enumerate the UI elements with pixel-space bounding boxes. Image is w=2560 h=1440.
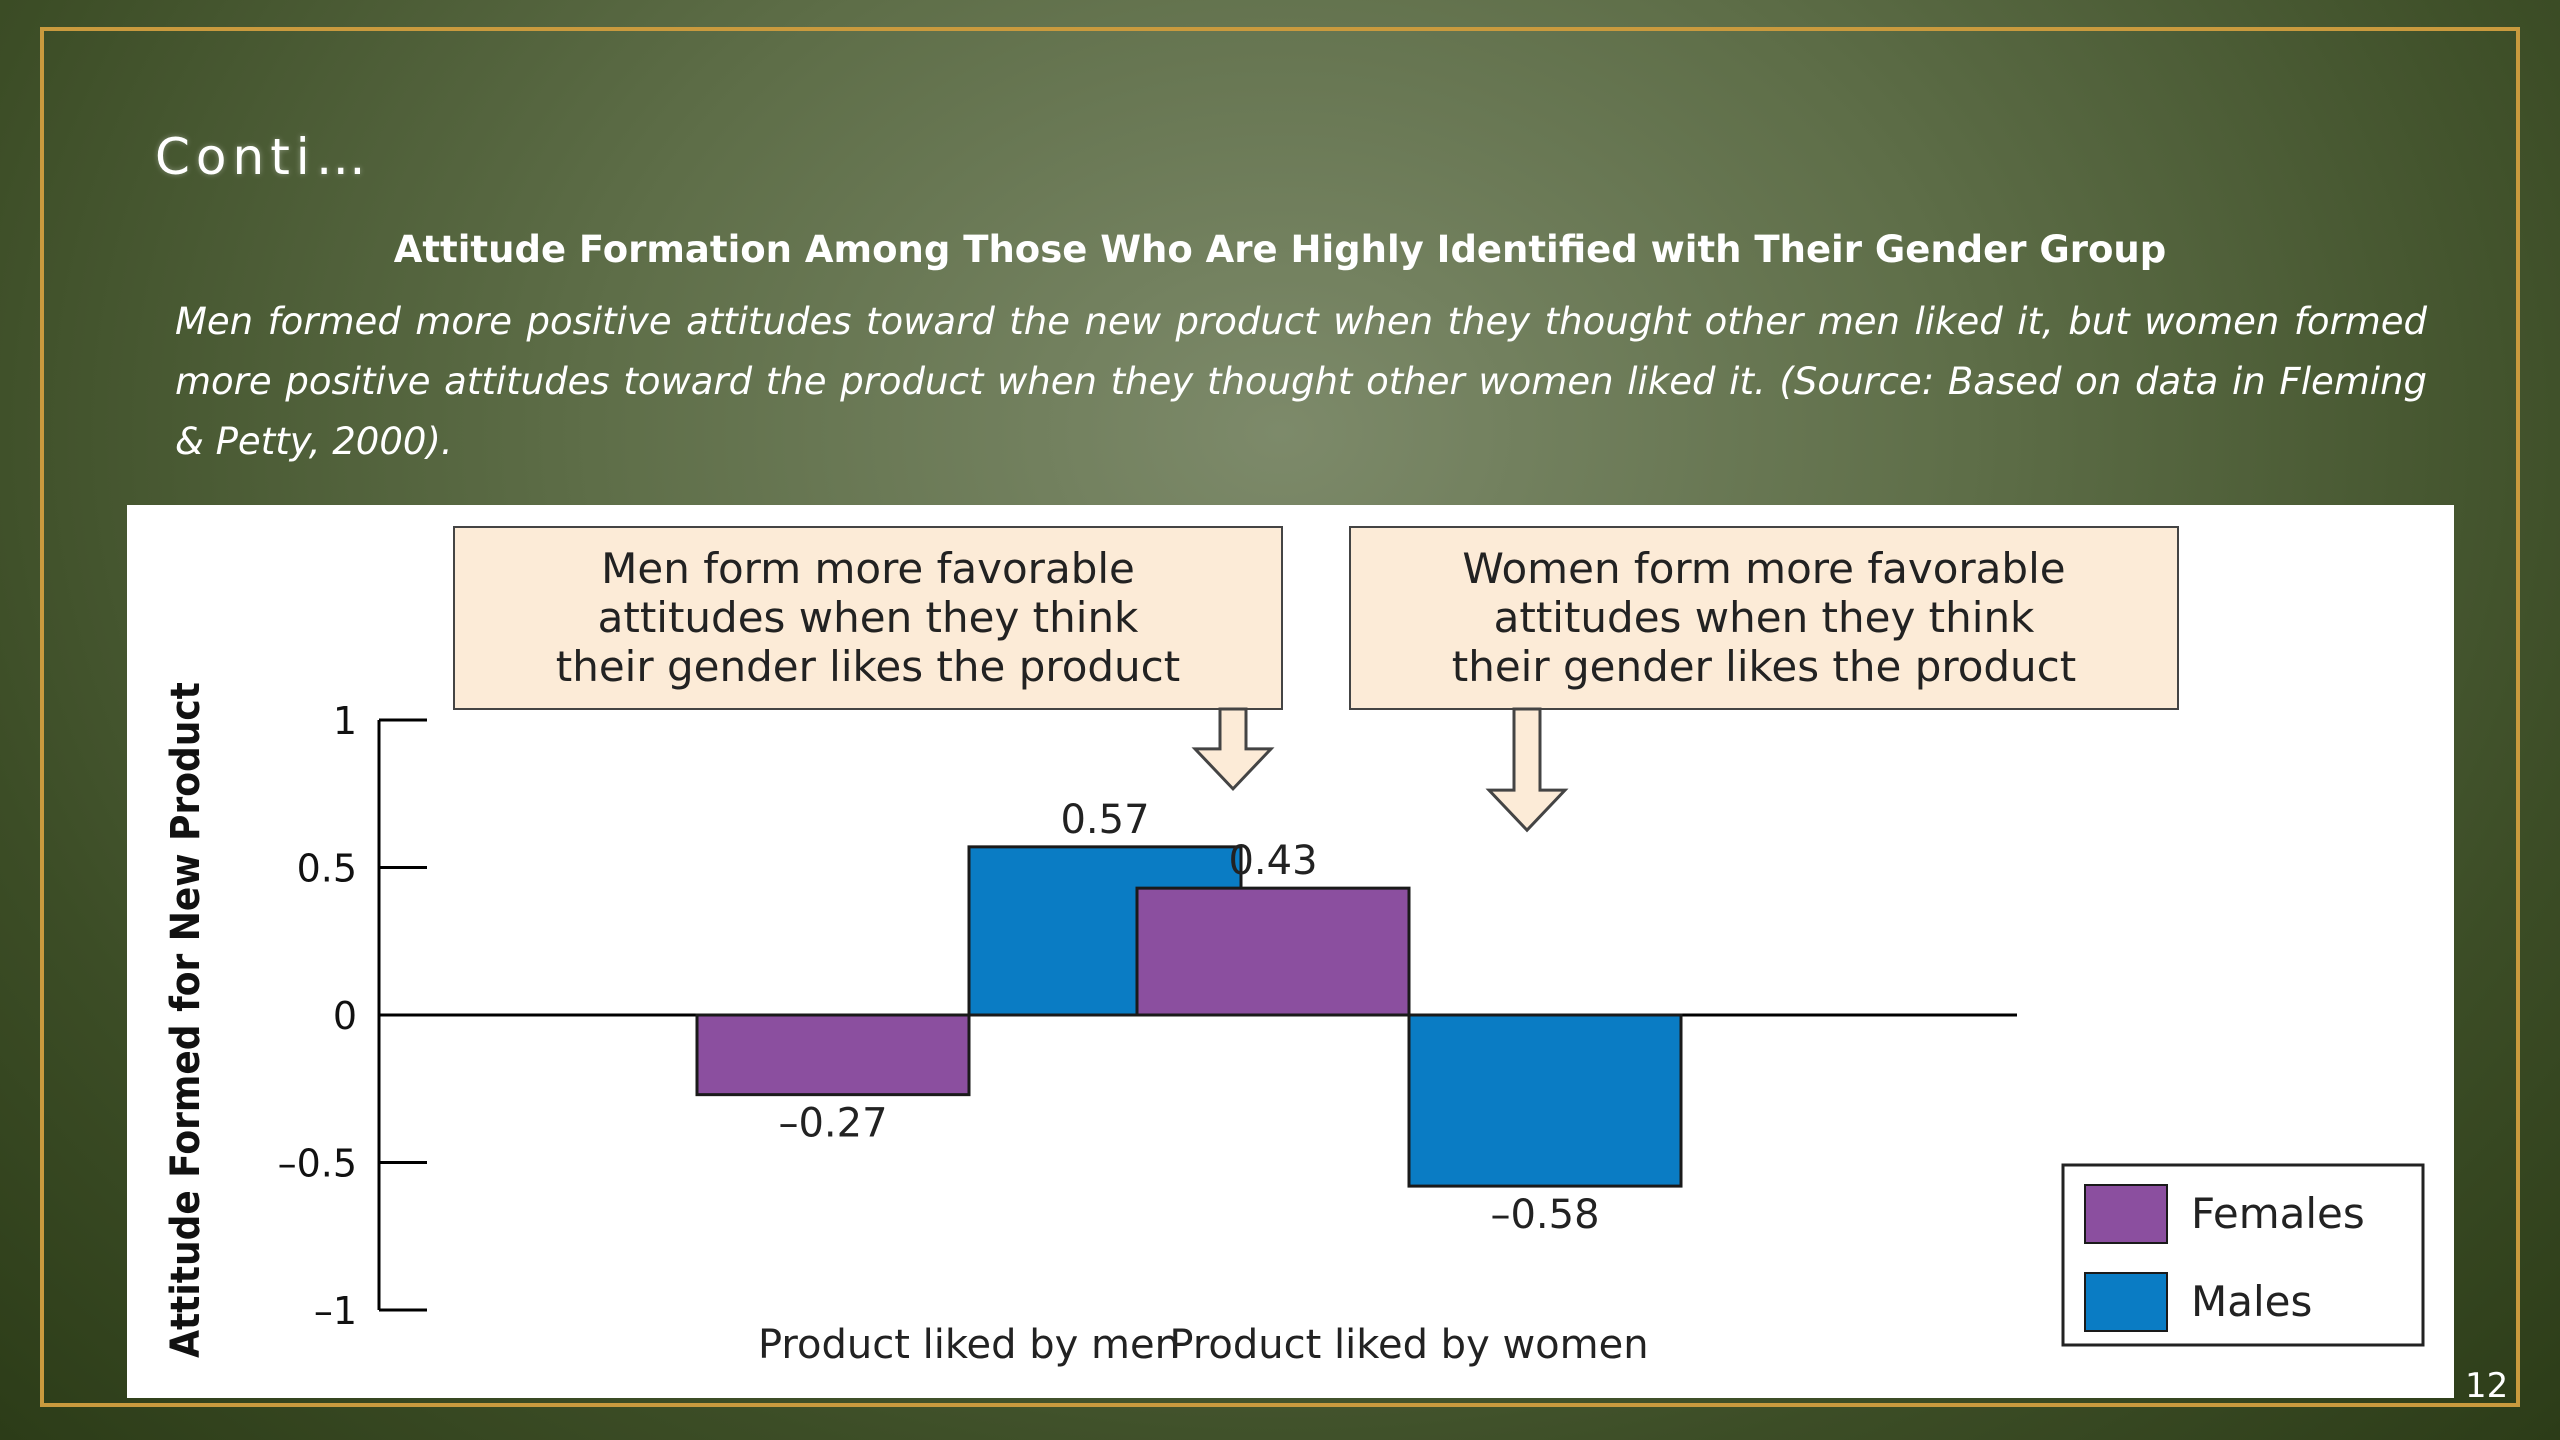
x-category-label: Product liked by women <box>1169 1322 1648 1368</box>
legend-label: Males <box>2191 1277 2312 1326</box>
y-axis-label: Attitude Formed for New Product <box>162 682 208 1358</box>
figure-caption: Men formed more positive attitudes towar… <box>175 300 2427 463</box>
figure-title: Attitude Formation Among Those Who Are H… <box>393 228 2167 271</box>
annotation-box-2 <box>1349 526 2179 710</box>
page-number: 12 <box>2465 1366 2509 1406</box>
annotation-text: their gender likes the product <box>1452 642 2077 691</box>
bar-chart: 1 0.5 0 –0.5 –1 Attitude Formed for New Produ… <box>162 526 2425 1368</box>
annotation-arrow-1 <box>1191 707 1275 792</box>
value-label: –0.58 <box>1490 1192 1599 1238</box>
annotation-text: Women form more favorable <box>1462 544 2065 593</box>
annotation-text: their gender likes the product <box>556 642 1181 691</box>
annotation-box-1 <box>453 526 1283 710</box>
bar-males-women <box>1407 1013 1683 1188</box>
bar-females-men <box>695 1013 971 1097</box>
value-label: 0.57 <box>1060 797 1149 843</box>
annotation-text: Men form more favorable <box>601 544 1135 593</box>
legend-swatch-females <box>2084 1184 2168 1244</box>
legend-swatch-males <box>2084 1272 2168 1332</box>
slide-title: Conti… <box>155 128 372 186</box>
y-tick-label: –1 <box>314 1289 357 1333</box>
x-category-label: Product liked by men <box>758 1322 1180 1368</box>
annotation-text: attitudes when they think <box>1494 593 2035 642</box>
value-label: 0.43 <box>1228 838 1317 884</box>
legend-label: Females <box>2191 1189 2365 1238</box>
y-tick-label: 0 <box>333 994 357 1038</box>
annotation-text: attitudes when they think <box>598 593 1139 642</box>
slide-frame <box>40 27 2520 1407</box>
y-tick-label: –0.5 <box>278 1142 357 1186</box>
chart-panel: 1 0.5 0 –0.5 –1 Attitude Formed for New Produ… <box>127 505 2454 1398</box>
value-label: –0.27 <box>778 1101 887 1147</box>
bar-females-women <box>1135 886 1411 1017</box>
y-tick-label: 0.5 <box>297 847 357 891</box>
y-tick-label: 1 <box>333 699 357 743</box>
annotation-arrow-2 <box>1485 707 1569 833</box>
